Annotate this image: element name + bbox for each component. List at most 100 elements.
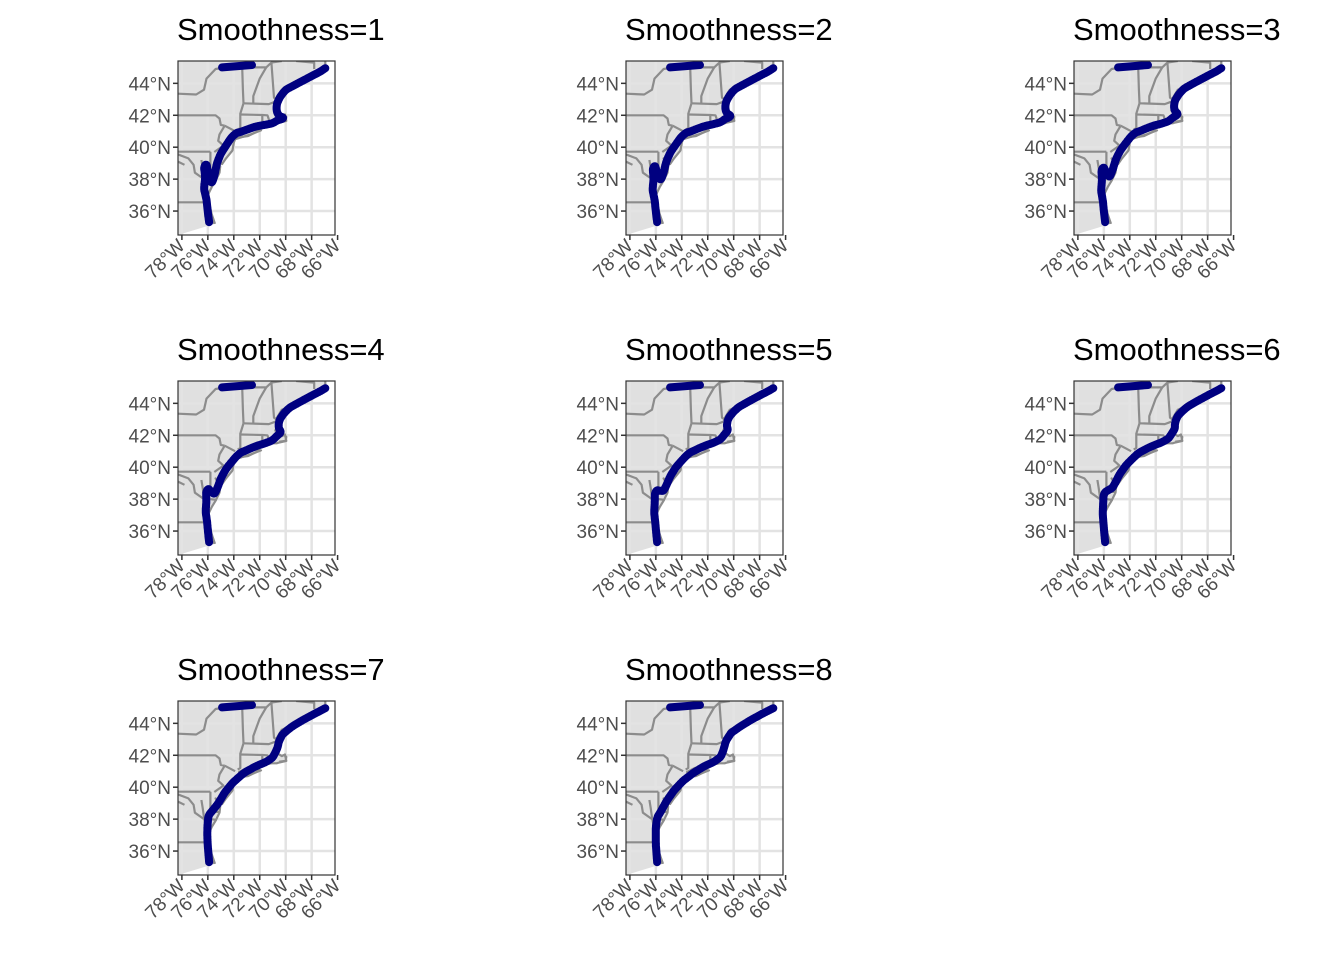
lat-tick-label: 38°N	[129, 810, 171, 831]
state-border-cape-cod	[279, 753, 288, 763]
land-area	[626, 61, 774, 235]
state-border-ny-nj	[672, 444, 684, 453]
land-area	[1074, 381, 1222, 555]
state-border-west-ny	[626, 706, 673, 736]
state-border-md-va-east	[210, 498, 218, 501]
state-border-nh-me	[718, 382, 726, 421]
state-border-vt-nh	[252, 706, 268, 744]
track-line	[1098, 384, 1226, 547]
panel-border	[625, 380, 784, 556]
state-border-va-wv	[1074, 160, 1081, 166]
lat-tick-label: 44°N	[577, 74, 619, 95]
map-panel: Smoothness=236°N38°N40°N42°N44°N78°W76°W…	[577, 12, 833, 284]
north-track-segment	[666, 61, 704, 72]
north-track-segment	[1114, 61, 1152, 72]
state-border-ny-vt	[1137, 387, 1141, 424]
lat-tick-label: 40°N	[129, 458, 171, 479]
state-border-ny-nj	[224, 444, 236, 453]
state-border-potomac	[178, 473, 205, 500]
lat-tick-label: 42°N	[577, 746, 619, 767]
lat-tick-label: 38°N	[577, 170, 619, 191]
track-line	[651, 704, 778, 867]
state-border-vt-nh	[252, 386, 268, 424]
north-track-segment	[1114, 381, 1152, 392]
panel-border	[625, 60, 784, 236]
lat-tick-label: 36°N	[1025, 522, 1067, 543]
north-track-segment	[666, 701, 704, 712]
lat-tick-label: 44°N	[577, 714, 619, 735]
lat-tick-label: 36°N	[129, 202, 171, 223]
state-border-nj-pa	[1109, 125, 1122, 153]
state-border-nj-pa	[1109, 445, 1122, 473]
state-border-west-ny	[1074, 386, 1121, 416]
state-border-potomac	[626, 153, 653, 180]
lat-tick-label: 38°N	[129, 490, 171, 511]
state-border-vt-nh	[1148, 66, 1164, 104]
track-line	[200, 64, 330, 227]
state-border-nh-me	[270, 382, 278, 421]
lat-tick-label: 40°N	[129, 778, 171, 799]
panel-title: Smoothness=2	[625, 12, 833, 47]
state-border-ny-nj	[672, 124, 684, 133]
state-border-va-wv	[626, 480, 633, 486]
state-border-va-wv	[1074, 480, 1081, 486]
state-border-va-wv	[178, 160, 185, 166]
lat-tick-label: 38°N	[1025, 490, 1067, 511]
state-border-vt-nh	[700, 66, 716, 104]
panel-title: Smoothness=8	[625, 652, 833, 687]
state-border-va-wv	[626, 800, 633, 806]
track-line	[648, 64, 778, 227]
state-border-ny-vt	[241, 387, 245, 424]
state-border-ma-south	[240, 113, 272, 124]
state-border-ma-north	[1139, 100, 1172, 106]
state-border-nj-pa	[213, 445, 226, 473]
state-border-va-wv	[178, 480, 185, 486]
map-panel: Smoothness=836°N38°N40°N42°N44°N78°W76°W…	[577, 652, 833, 924]
panel-title: Smoothness=4	[177, 332, 385, 367]
lat-tick-label: 40°N	[577, 458, 619, 479]
state-border-nh-me	[1166, 382, 1174, 421]
state-border-potomac	[1074, 153, 1101, 180]
state-border-ny-vt	[689, 387, 693, 424]
track-line	[1097, 64, 1226, 227]
state-border-ma-north	[243, 740, 276, 746]
lat-tick-label: 40°N	[1025, 138, 1067, 159]
state-border-ny-pa	[178, 114, 225, 127]
lat-tick-label: 44°N	[1025, 394, 1067, 415]
panel-title: Smoothness=5	[625, 332, 833, 367]
state-border-ny-pa	[1074, 114, 1121, 127]
lat-tick-label: 36°N	[577, 522, 619, 543]
state-border-potomac	[626, 793, 653, 820]
land-area	[178, 61, 326, 235]
state-border-nj-pa	[661, 765, 674, 793]
panel-border	[177, 60, 336, 236]
state-border-potomac	[178, 153, 205, 180]
map-panel: Smoothness=736°N38°N40°N42°N44°N78°W76°W…	[129, 652, 385, 924]
state-border-ma-north	[691, 100, 724, 106]
state-border-md-va-east	[1106, 498, 1114, 501]
panel-title: Smoothness=7	[177, 652, 385, 687]
lat-tick-label: 40°N	[577, 778, 619, 799]
lat-tick-label: 44°N	[129, 394, 171, 415]
lat-tick-label: 44°N	[129, 714, 171, 735]
state-border-vt-nh	[1148, 386, 1164, 424]
state-border-west-ny	[178, 386, 225, 416]
track-line	[201, 384, 330, 547]
land-area	[626, 381, 774, 555]
state-border-west-ny	[1074, 66, 1121, 96]
north-track-segment	[666, 381, 704, 392]
lat-tick-label: 42°N	[129, 746, 171, 767]
lat-tick-label: 36°N	[129, 842, 171, 863]
lat-tick-label: 38°N	[129, 170, 171, 191]
state-border-ny-pa	[626, 754, 673, 767]
map-panel: Smoothness=336°N38°N40°N42°N44°N78°W76°W…	[1025, 12, 1281, 284]
lat-tick-label: 42°N	[1025, 106, 1067, 127]
lat-tick-label: 42°N	[129, 426, 171, 447]
state-border-ny-ma-ct	[1133, 422, 1141, 451]
state-border-potomac	[626, 473, 653, 500]
state-border-ny-vt	[689, 67, 693, 104]
lat-tick-label: 40°N	[1025, 458, 1067, 479]
map-panel: Smoothness=136°N38°N40°N42°N44°N78°W76°W…	[129, 12, 385, 284]
state-border-ny-nj	[224, 764, 236, 773]
